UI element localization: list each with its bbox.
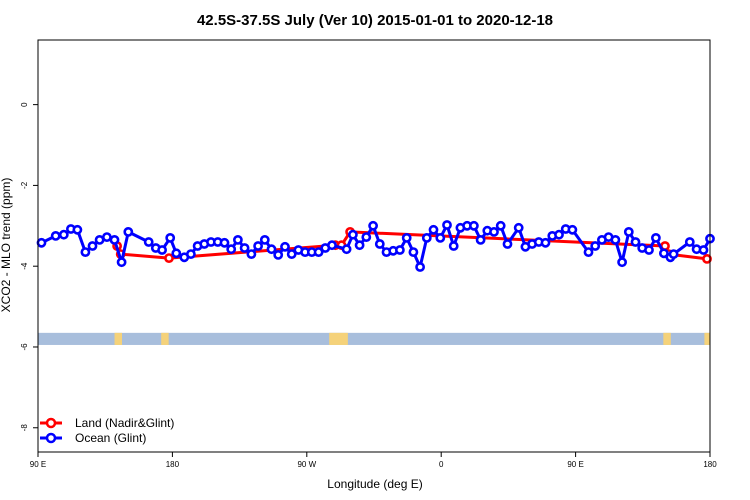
series-1-point — [253, 241, 263, 251]
series-1-point — [495, 220, 506, 231]
chart-title: 42.5S-37.5S July (Ver 10) 2015-01-01 to … — [197, 12, 553, 29]
series-1-point — [567, 224, 578, 235]
series-1-point — [157, 245, 167, 255]
series-1-point — [273, 249, 284, 260]
series-1-point — [415, 262, 425, 272]
legend-land-marker — [45, 417, 57, 429]
series-1-point — [219, 237, 230, 248]
series-1-point — [554, 229, 564, 240]
series-1-point — [226, 244, 237, 255]
series-1-point — [347, 229, 358, 240]
series-1-point — [475, 234, 486, 245]
x-tick-label: 90 E — [30, 460, 46, 469]
plot-frame — [37, 39, 711, 453]
series-1-point — [286, 249, 297, 259]
series-1-point — [72, 224, 83, 235]
x-tick-label: 180 — [703, 460, 717, 469]
series-0-point — [164, 253, 174, 263]
land-span-1 — [161, 332, 169, 345]
ocean-band — [38, 332, 710, 345]
series-1-point — [246, 249, 257, 259]
legend-ocean-marker — [45, 432, 57, 444]
land-span-0 — [114, 332, 122, 345]
data-series — [36, 220, 715, 272]
series-1-point — [421, 232, 432, 243]
series-1-point — [102, 232, 112, 242]
land-span-3 — [663, 332, 671, 345]
series-1-point — [232, 234, 243, 245]
series-1-point — [374, 239, 385, 249]
legend-land-label: Land (Nadir&Glint) — [75, 416, 174, 430]
series-1-point — [468, 220, 479, 231]
series-1-point — [266, 244, 277, 255]
x-tick-label: 0 — [439, 460, 444, 469]
series-1-point — [408, 247, 419, 257]
y-tick-label: -4 — [20, 262, 29, 270]
y-tick-label: -2 — [20, 181, 29, 189]
series-1-point — [610, 234, 621, 245]
series-1-point — [644, 245, 654, 255]
series-1-point — [513, 222, 524, 233]
axes: 90 E 180 90 W 0 90 E 180 0 -2 -4 -6 -8 — [20, 102, 717, 469]
series-1-point — [239, 243, 250, 253]
series-1-point — [668, 249, 679, 259]
series-1-point — [185, 249, 196, 259]
series-1-point — [698, 245, 709, 255]
series-1-point — [313, 247, 324, 257]
series-1-point — [448, 241, 459, 251]
x-tick-label: 90 W — [297, 460, 316, 469]
series-1-point — [280, 241, 290, 252]
series-1-point — [651, 232, 661, 243]
series-1-point — [428, 224, 439, 235]
series-1-point — [341, 244, 352, 255]
series-1-point — [442, 220, 452, 230]
series-1-point — [80, 247, 91, 257]
y-axis-label: XCO2 - MLO trend (ppm) — [0, 178, 13, 313]
series-1-point — [171, 248, 182, 259]
x-tick-label: 90 E — [567, 460, 583, 469]
series-1-point — [50, 230, 61, 241]
x-tick-label: 180 — [166, 460, 180, 469]
series-1-point — [394, 245, 405, 255]
series-1-point — [143, 237, 154, 247]
series-1-point — [327, 240, 337, 251]
series-1-point — [58, 229, 69, 240]
y-tick-label: 0 — [20, 102, 29, 107]
series-1-point — [617, 257, 627, 268]
series-1-point — [540, 237, 551, 248]
series-1-point — [435, 232, 446, 243]
y-tick-label: -6 — [20, 343, 29, 351]
series-1-point — [659, 248, 669, 259]
series-1-point — [368, 220, 378, 231]
series-1-point — [87, 241, 98, 251]
land-span-2 — [329, 332, 348, 345]
series-1-point — [259, 234, 270, 245]
y-tick-label: -8 — [20, 424, 29, 432]
series-1-point — [123, 226, 134, 237]
series-1-point — [630, 237, 641, 247]
series-1-point — [36, 237, 47, 248]
series-1-point — [361, 232, 372, 242]
series-1-point — [684, 237, 695, 247]
series-1-point — [623, 226, 634, 237]
series-1-point — [583, 247, 594, 257]
series-1-point — [109, 234, 120, 245]
series-1-point — [401, 232, 412, 243]
series-1-point — [502, 239, 513, 249]
series-1-point — [590, 241, 601, 251]
land-span-4 — [704, 332, 710, 345]
series-1-point — [354, 240, 365, 251]
series-1-point — [116, 257, 127, 268]
x-axis-label: Longitude (deg E) — [327, 477, 422, 491]
legend: Land (Nadir&Glint) Ocean (Glint) — [40, 416, 174, 445]
legend-ocean-label: Ocean (Glint) — [75, 431, 146, 445]
series-1-point — [489, 226, 499, 237]
land-ocean-band — [38, 332, 710, 345]
series-0-point — [702, 253, 712, 264]
series-1-point — [165, 232, 176, 243]
